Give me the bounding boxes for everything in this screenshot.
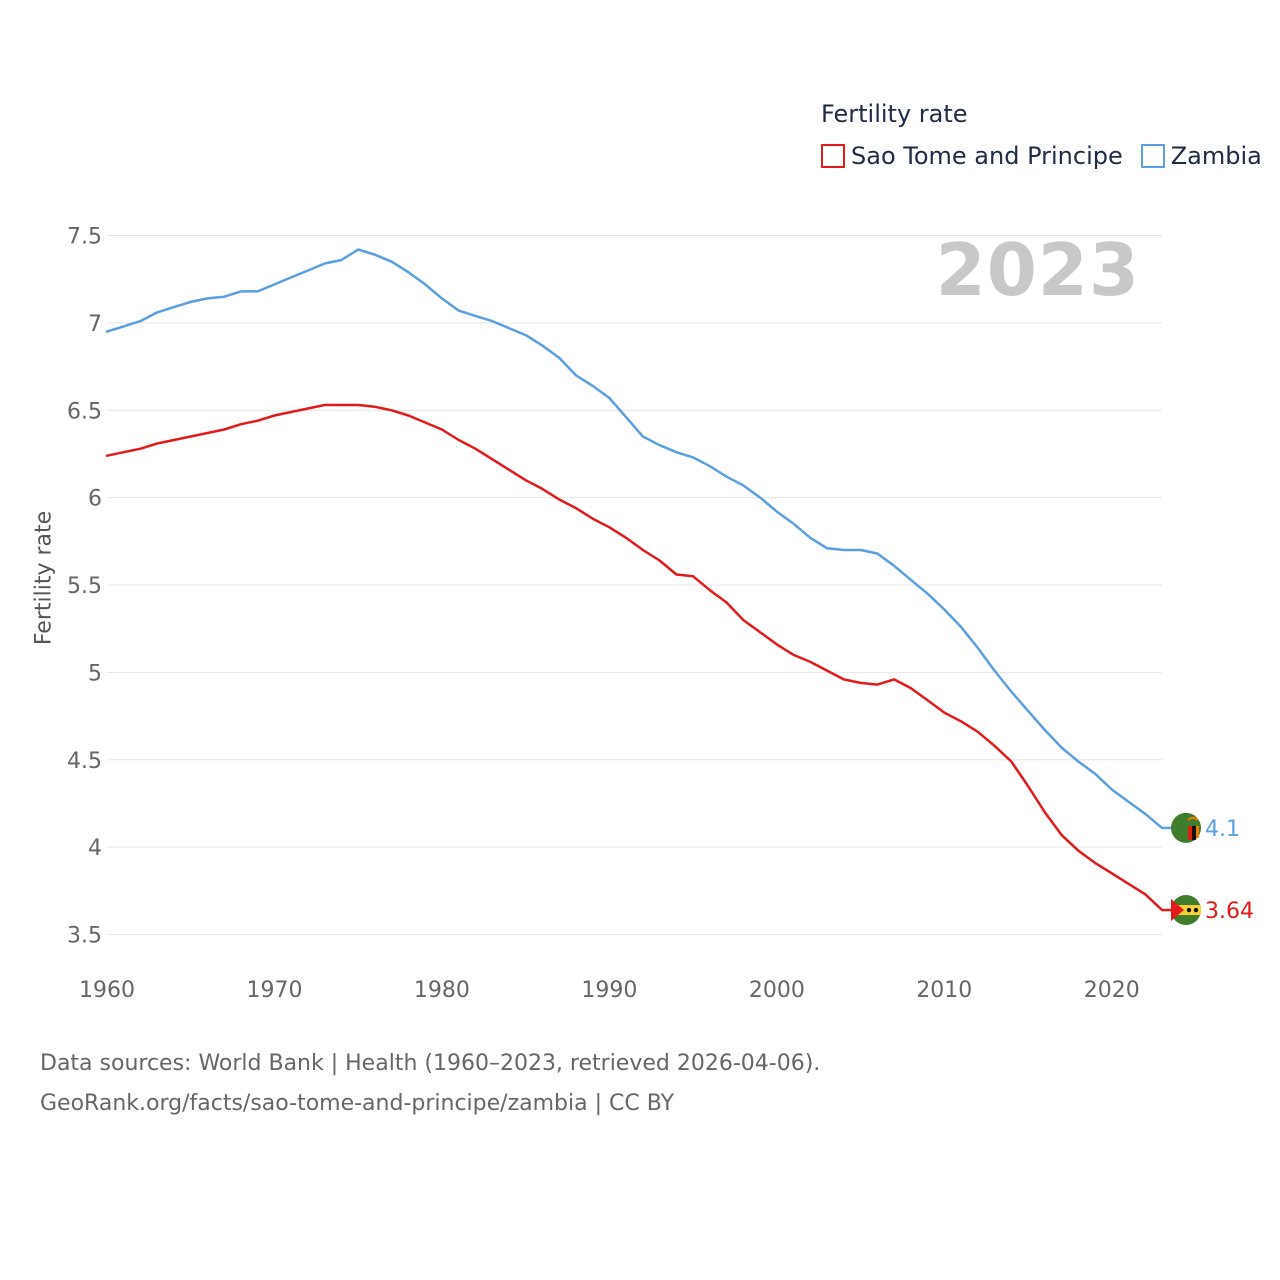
y-tick-label: 4.5	[67, 749, 102, 774]
legend-swatch-zambia	[1140, 144, 1165, 168]
x-tick-label: 1980	[414, 978, 470, 1003]
y-tick-label: 5.5	[67, 574, 102, 599]
flag-triangle	[1171, 899, 1184, 922]
x-tick-label: 2020	[1084, 978, 1140, 1003]
year-label: 2023	[935, 228, 1140, 312]
legend-label-zambia: Zambia	[1170, 142, 1262, 170]
x-axis-tick-labels: 1960 1970 1980 1990 2000 2010 2020	[79, 978, 1140, 1003]
legend-label-sao-tome: Sao Tome and Principe	[851, 142, 1123, 170]
series-line-sao-tome	[105, 403, 1164, 912]
grid-lines	[107, 235, 1162, 935]
end-value-label-zambia: 4.1	[1205, 817, 1240, 842]
y-tick-label: 7	[88, 312, 102, 337]
y-tick-label: 6.5	[67, 399, 102, 424]
flag-star	[1186, 907, 1192, 913]
flag-bar-black	[1192, 825, 1196, 840]
y-tick-label: 6	[88, 487, 102, 512]
y-tick-label: 3.5	[67, 924, 102, 949]
y-axis-tick-labels: 3.5 4 4.5 5 5.5 6 6.5 7 7.5	[67, 225, 102, 949]
legend-swatch-sao-tome	[821, 144, 845, 168]
y-axis-label: Fertility rate	[31, 510, 57, 646]
source-note: Data sources: World Bank | Health (1960–…	[40, 1044, 820, 1124]
legend-item-sao-tome[interactable]: Sao Tome and Principe	[821, 142, 1123, 170]
flag-bar-orange	[1196, 825, 1199, 838]
flag-eagle	[1187, 816, 1199, 821]
source-line-2: GeoRank.org/facts/sao-tome-and-principe/…	[40, 1091, 675, 1116]
y-tick-label: 5	[88, 661, 102, 686]
source-line-1: Data sources: World Bank | Health (1960–…	[40, 1051, 821, 1076]
series-lines	[105, 248, 1164, 912]
y-tick-label: 4	[88, 836, 102, 861]
legend-title: Fertility rate	[821, 100, 968, 128]
sao-tome-flag-icon	[1171, 895, 1201, 926]
x-tick-label: 2000	[749, 978, 805, 1003]
series-line-zambia	[105, 248, 1164, 830]
x-tick-label: 1960	[79, 978, 135, 1003]
flag-star	[1193, 907, 1199, 913]
x-tick-label: 1970	[246, 978, 302, 1003]
zambia-flag-icon	[1171, 812, 1201, 843]
flag-bar-red	[1188, 825, 1192, 840]
x-tick-label: 2010	[916, 978, 972, 1003]
x-tick-label: 1990	[581, 978, 637, 1003]
legend-item-zambia[interactable]: Zambia	[1140, 142, 1262, 170]
end-value-label-sao-tome: 3.64	[1205, 899, 1254, 924]
y-tick-label: 7.5	[67, 225, 102, 250]
flag-band	[1171, 905, 1201, 916]
end-markers: 3.64 4.1	[1162, 812, 1254, 926]
legend: Sao Tome and Principe Zambia	[821, 142, 1280, 170]
